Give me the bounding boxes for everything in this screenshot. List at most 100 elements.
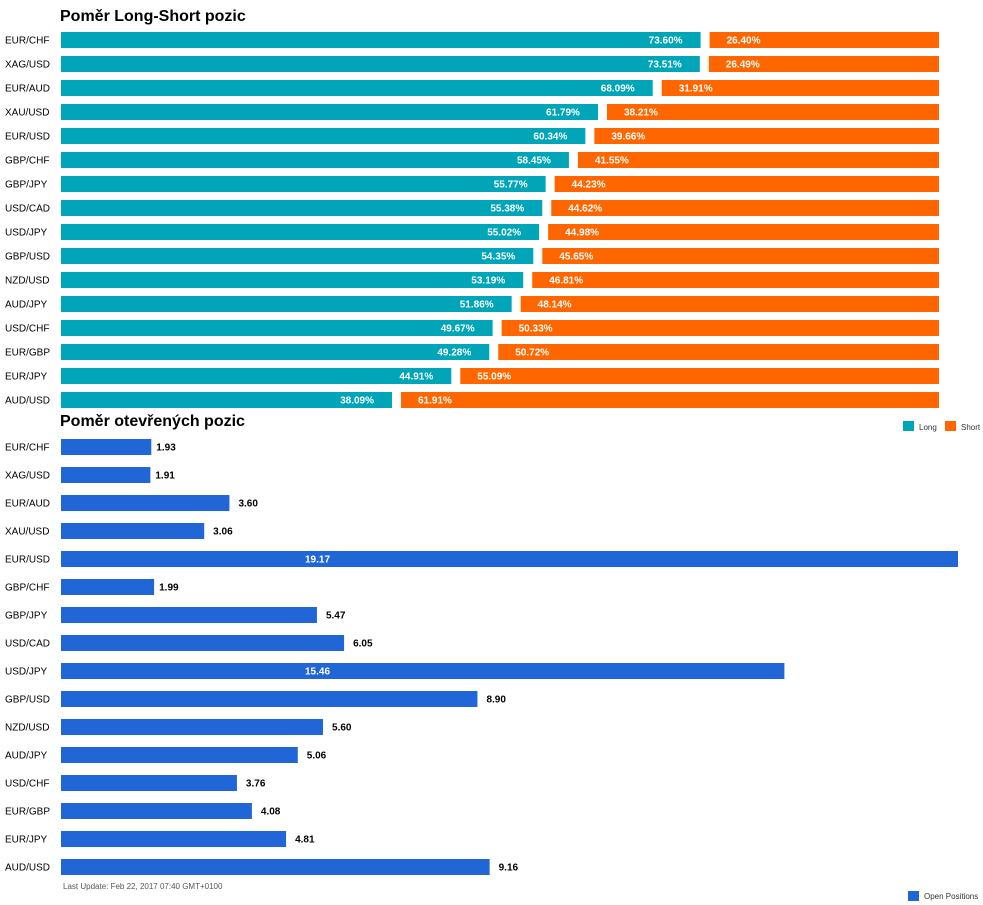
open-bar-eur-jpy xyxy=(61,831,287,847)
open-value-xau-usd: 3.06 xyxy=(213,527,233,538)
short-value-usd-jpy: 44.98% xyxy=(565,228,599,239)
open-bar-gbp-usd xyxy=(61,691,478,707)
short-value-usd-chf: 50.33% xyxy=(519,324,553,335)
open-value-aud-jpy: 5.06 xyxy=(307,751,327,762)
open-category-label-xau-usd: XAU/USD xyxy=(5,527,49,538)
open-value-eur-jpy: 4.81 xyxy=(295,835,315,846)
last-update-text: Last Update: Feb 22, 2017 07:40 GMT+0100 xyxy=(63,882,223,891)
open-value-eur-usd: 19.17 xyxy=(305,555,330,566)
category-label-eur-jpy: EUR/JPY xyxy=(5,372,48,383)
short-value-aud-usd: 61.91% xyxy=(418,396,452,407)
long-value-xag-usd: 73.51% xyxy=(648,60,682,71)
long-short-ratio-chart: EUR/CHF 73.60% 26.40% XAG/USD 73.51% 26.49% EU… xyxy=(5,32,981,432)
short-bar-usd-jpy xyxy=(548,224,939,240)
long-value-xau-usd: 61.79% xyxy=(546,108,580,119)
open-category-label-gbp-usd: GBP/USD xyxy=(5,695,50,706)
open-category-label-aud-jpy: AUD/JPY xyxy=(5,751,48,762)
long-bar-eur-aud xyxy=(61,80,653,96)
open-category-label-eur-chf: EUR/CHF xyxy=(5,443,49,454)
short-bar-eur-usd xyxy=(594,128,939,144)
open-value-usd-jpy: 15.46 xyxy=(305,667,330,678)
category-label-aud-jpy: AUD/JPY xyxy=(5,300,48,311)
open-category-label-eur-usd: EUR/USD xyxy=(5,555,50,566)
long-value-aud-jpy: 51.86% xyxy=(460,300,494,311)
open-value-aud-usd: 9.16 xyxy=(499,863,519,874)
category-label-xag-usd: XAG/USD xyxy=(5,60,50,71)
short-value-xau-usd: 38.21% xyxy=(624,108,658,119)
category-label-gbp-usd: GBP/USD xyxy=(5,252,50,263)
open-category-label-aud-usd: AUD/USD xyxy=(5,863,50,874)
short-value-gbp-usd: 45.65% xyxy=(559,252,593,263)
long-short-chart-title: Poměr Long-Short pozic xyxy=(60,8,246,25)
category-label-nzd-usd: NZD/USD xyxy=(5,276,49,287)
short-bar-eur-chf xyxy=(709,32,939,48)
long-value-nzd-usd: 53.19% xyxy=(471,276,505,287)
long-bar-xau-usd xyxy=(61,104,598,120)
short-value-aud-jpy: 48.14% xyxy=(538,300,572,311)
short-bar-gbp-chf xyxy=(577,152,939,168)
legend-swatch-open-positions xyxy=(908,891,919,901)
open-value-gbp-jpy: 5.47 xyxy=(326,611,346,622)
long-value-eur-aud: 68.09% xyxy=(601,84,635,95)
open-category-label-nzd-usd: NZD/USD xyxy=(5,723,49,734)
open-value-eur-chf: 1.93 xyxy=(156,443,176,454)
short-value-eur-usd: 39.66% xyxy=(611,132,645,143)
long-value-usd-chf: 49.67% xyxy=(441,324,475,335)
short-bar-xau-usd xyxy=(606,104,939,120)
legend-swatch-long xyxy=(903,421,914,431)
short-value-gbp-jpy: 44.23% xyxy=(572,180,606,191)
long-value-eur-chf: 73.60% xyxy=(649,36,683,47)
short-value-eur-chf: 26.40% xyxy=(727,36,761,47)
long-value-eur-gbp: 49.28% xyxy=(437,348,471,359)
category-label-aud-usd: AUD/USD xyxy=(5,396,50,407)
open-value-gbp-chf: 1.99 xyxy=(159,583,179,594)
long-value-eur-usd: 60.34% xyxy=(533,132,567,143)
open-category-label-gbp-jpy: GBP/JPY xyxy=(5,611,48,622)
long-bar-eur-usd xyxy=(61,128,586,144)
category-label-gbp-jpy: GBP/JPY xyxy=(5,180,48,191)
open-value-eur-aud: 3.60 xyxy=(238,499,258,510)
open-category-label-usd-chf: USD/CHF xyxy=(5,779,49,790)
open-category-label-eur-gbp: EUR/GBP xyxy=(5,807,50,818)
short-value-eur-gbp: 50.72% xyxy=(515,348,549,359)
short-value-eur-jpy: 55.09% xyxy=(477,372,511,383)
open-value-usd-chf: 3.76 xyxy=(246,779,266,790)
open-bar-aud-usd xyxy=(61,859,490,875)
long-value-eur-jpy: 44.91% xyxy=(399,372,433,383)
open-category-label-usd-jpy: USD/JPY xyxy=(5,667,48,678)
short-value-xag-usd: 26.49% xyxy=(726,60,760,71)
open-bar-usd-cad xyxy=(61,635,345,651)
short-bar-nzd-usd xyxy=(532,272,939,288)
open-category-label-gbp-chf: GBP/CHF xyxy=(5,583,49,594)
long-bar-usd-chf xyxy=(61,320,493,336)
long-bar-xag-usd xyxy=(61,56,700,72)
long-bar-eur-gbp xyxy=(61,344,490,360)
open-bar-eur-chf xyxy=(61,439,152,455)
open-bar-aud-jpy xyxy=(61,747,298,763)
long-bar-gbp-usd xyxy=(61,248,534,264)
short-value-nzd-usd: 46.81% xyxy=(549,276,583,287)
open-bar-nzd-usd xyxy=(61,719,324,735)
open-category-label-xag-usd: XAG/USD xyxy=(5,471,50,482)
short-value-gbp-chf: 41.55% xyxy=(595,156,629,167)
short-bar-usd-cad xyxy=(551,200,939,216)
short-value-eur-aud: 31.91% xyxy=(679,84,713,95)
open-bar-usd-jpy xyxy=(61,663,785,679)
open-value-eur-gbp: 4.08 xyxy=(261,807,281,818)
short-bar-gbp-usd xyxy=(542,248,939,264)
long-bar-gbp-chf xyxy=(61,152,569,168)
category-label-eur-aud: EUR/AUD xyxy=(5,84,50,95)
short-bar-aud-jpy xyxy=(520,296,939,312)
category-label-usd-cad: USD/CAD xyxy=(5,204,50,215)
long-value-usd-cad: 55.38% xyxy=(490,204,524,215)
category-label-gbp-chf: GBP/CHF xyxy=(5,156,49,167)
open-value-xag-usd: 1.91 xyxy=(155,471,175,482)
long-value-gbp-jpy: 55.77% xyxy=(494,180,528,191)
open-bar-gbp-chf xyxy=(61,579,155,595)
short-bar-gbp-jpy xyxy=(554,176,939,192)
open-bar-xag-usd xyxy=(61,467,151,483)
category-label-eur-usd: EUR/USD xyxy=(5,132,50,143)
open-bar-gbp-jpy xyxy=(61,607,317,623)
long-bar-gbp-jpy xyxy=(61,176,546,192)
